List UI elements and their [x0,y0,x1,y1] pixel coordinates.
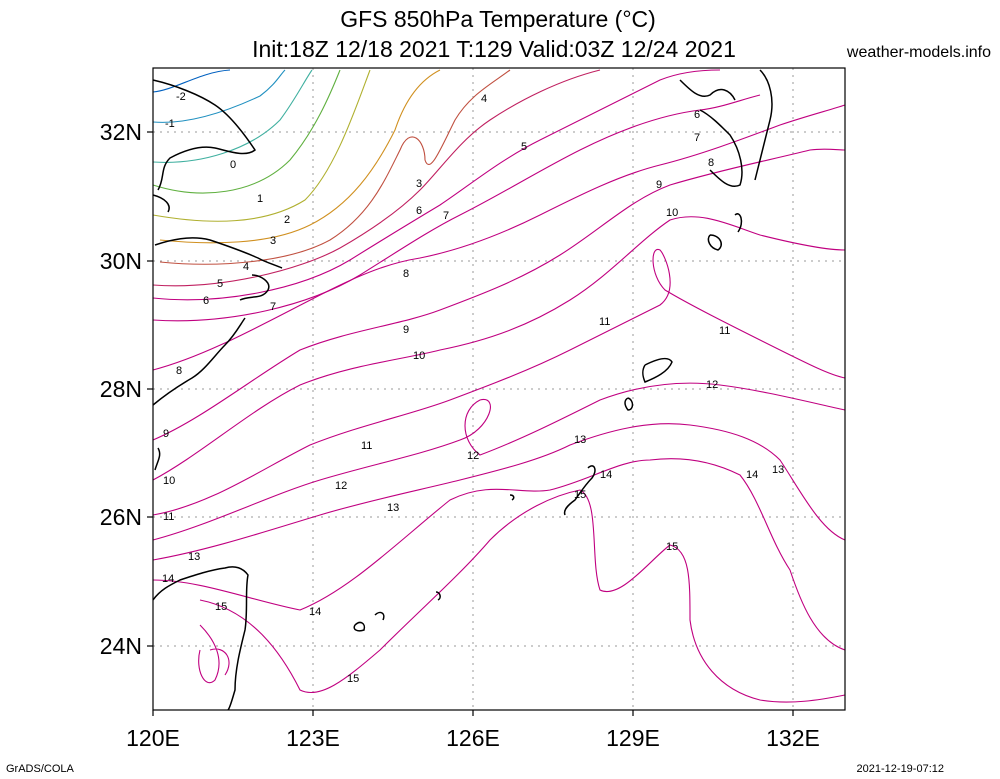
isotherm-12 [152,382,846,541]
x-axis-labels: 120E 123E 126E 129E 132E [126,725,820,751]
contour-label-13c: 13 [574,434,586,446]
x-tick-120E: 120E [126,725,180,751]
y-tick-24N: 24N [100,633,142,659]
contour-label-12c: 12 [467,450,479,462]
isotherm-2 [152,69,371,222]
isotherm-1 [152,69,341,194]
contour-label-5: 5 [217,278,223,290]
contour-label-14b: 14 [309,606,321,618]
contour-label-7: 7 [270,301,276,313]
isotherm-6 [152,69,721,301]
graticule [153,68,845,710]
contour-label-9c: 9 [656,179,662,191]
contour-label-1: 1 [257,193,263,205]
contour-label-6b: 6 [416,205,422,217]
contour-label--2: -2 [176,91,186,103]
contour-labels: -2 -1 0 1 2 3 4 5 6 7 8 9 10 11 13 14 15… [162,91,784,685]
credit-label: weather-models.info [846,44,991,61]
contour-label-8c: 8 [708,157,714,169]
footer-software: GrADS/COLA [6,763,74,775]
contour-label-15d: 15 [666,541,678,553]
contour-label-12d: 12 [706,379,718,391]
contour-label-10b: 10 [413,350,425,362]
isotherm-15 [199,489,846,703]
x-tick-123E: 123E [286,725,340,751]
y-tick-30N: 30N [100,248,142,274]
isotherm-8 [152,104,846,371]
contour-label-11c: 11 [599,316,610,328]
contour-label-5b: 5 [521,141,527,153]
contour-label-9: 9 [163,428,169,440]
contour-label-14: 14 [162,573,174,585]
footer-timestamp: 2021-12-19-07:12 [856,763,944,775]
contour-label-9b: 9 [403,324,409,336]
contour-label-2: 2 [284,214,290,226]
isotherm-11 [152,249,846,516]
y-tick-26N: 26N [100,504,142,530]
contour-label-14c: 14 [600,469,612,481]
contour-label-12b: 12 [335,480,347,492]
contour-label-10: 10 [163,475,175,487]
contour-label--1: -1 [165,118,175,130]
isotherm-7 [152,94,761,322]
contour-label-3: 3 [270,235,276,247]
isotherm-9 [152,148,846,441]
isotherm--2 [152,69,231,93]
isotherm-4 [159,69,511,265]
contour-label-7b: 7 [443,210,449,222]
contour-label-15c: 15 [574,489,586,501]
y-tick-28N: 28N [100,376,142,402]
contour-label-13d: 13 [772,464,784,476]
contour-label-11: 11 [163,511,174,523]
contour-label-10c: 10 [666,207,678,219]
y-axis-labels: 32N 30N 28N 26N 24N [100,119,142,659]
contour-label-15: 15 [215,601,227,613]
isotherms [152,69,846,703]
axis-ticks [147,131,794,716]
contour-label-11b: 11 [361,440,372,452]
isotherm-15b [198,624,230,683]
contour-label-11d: 11 [719,325,730,337]
x-tick-132E: 132E [766,725,820,751]
contour-label-6c: 6 [694,109,700,121]
isotherm--1 [152,69,286,123]
y-tick-32N: 32N [100,119,142,145]
contour-label-4b: 4 [481,93,487,105]
contour-label-13: 13 [188,551,200,563]
contour-label-14d: 14 [746,469,758,481]
contour-label-13b: 13 [387,502,399,514]
contour-label-3b: 3 [416,178,422,190]
map-title: GFS 850hPa Temperature (°C) [340,6,656,32]
isotherm-5 [152,69,601,287]
coastline [152,69,773,711]
contour-label-15b: 15 [347,673,359,685]
x-tick-126E: 126E [446,725,500,751]
isotherm-14 [152,458,846,651]
contour-label-8: 8 [176,365,182,377]
contour-label-4: 4 [243,261,249,273]
contour-label-0: 0 [230,159,236,171]
contour-label-6: 6 [203,295,209,307]
contour-label-7c: 7 [694,132,700,144]
x-tick-129E: 129E [606,725,660,751]
map-subtitle: Init:18Z 12/18 2021 T:129 Valid:03Z 12/2… [252,36,736,62]
isotherm-13 [152,423,846,561]
isotherm-0 [152,69,313,163]
isotherm-3 [159,69,441,244]
contour-label-8b: 8 [403,268,409,280]
isotherm-10 [152,216,846,481]
